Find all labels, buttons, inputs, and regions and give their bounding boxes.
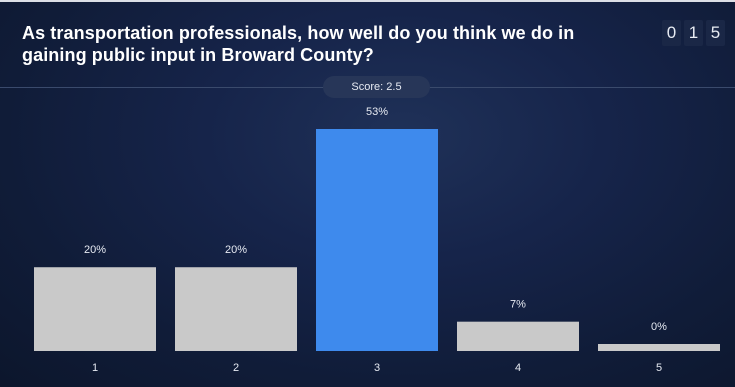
bar-value-label: 7% xyxy=(510,299,526,311)
bar-1 xyxy=(34,267,156,351)
score-badge: Score: 2.5 xyxy=(323,76,430,98)
category-label: 3 xyxy=(374,362,380,374)
counter-digit: 0 xyxy=(662,20,681,46)
category-label: 5 xyxy=(656,362,662,374)
category-label: 2 xyxy=(233,362,239,374)
top-frame-line xyxy=(0,0,735,2)
bar-value-label: 0% xyxy=(651,321,667,333)
bar-2 xyxy=(175,267,297,351)
bar-3 xyxy=(316,129,438,351)
counter-digit: 1 xyxy=(684,20,703,46)
bar-value-label: 20% xyxy=(225,244,247,256)
bar-value-label: 53% xyxy=(366,106,388,118)
category-label: 1 xyxy=(92,362,98,374)
question-title: As transportation professionals, how wel… xyxy=(22,23,575,65)
bar-4 xyxy=(457,321,579,351)
counter-digit: 5 xyxy=(706,20,725,46)
category-label: 4 xyxy=(515,362,521,374)
bar-value-label: 20% xyxy=(84,244,106,256)
bar-5 xyxy=(598,344,720,351)
response-counter: 0 1 5 xyxy=(662,20,725,46)
